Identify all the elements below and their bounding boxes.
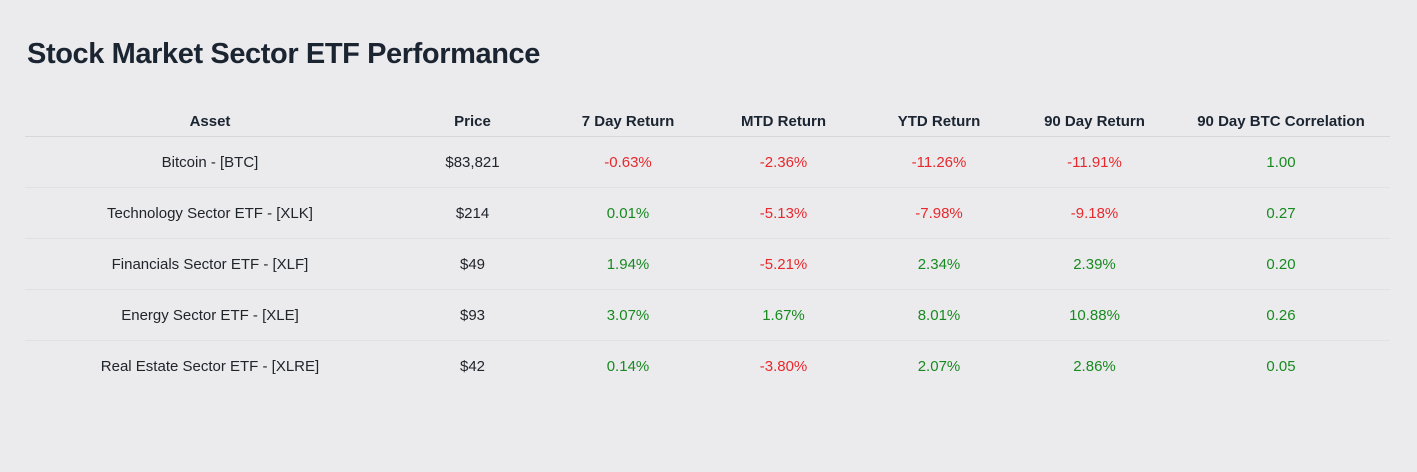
cell-90-day-btc-correlation: 0.26 <box>1172 289 1390 341</box>
cell-price: $83,821 <box>395 136 550 188</box>
table-body: Bitcoin - [BTC] $83,821 -0.63% -2.36% -11.26… <box>25 136 1390 392</box>
table-row: Real Estate Sector ETF - [XLRE] $42 0.14% -… <box>25 341 1390 392</box>
page-title: Stock Market Sector ETF Performance <box>27 38 541 70</box>
cell-mtd-return: -5.21% <box>706 238 861 290</box>
table-row: Energy Sector ETF - [XLE] $93 3.07% 1.67% 8.… <box>25 289 1390 341</box>
cell-ytd-return: -11.26% <box>861 136 1017 188</box>
column-header-asset: Asset <box>25 106 395 137</box>
column-header-90-day-btc-correlation: 90 Day BTC Correlation <box>1172 106 1390 137</box>
cell-90-day-return: -9.18% <box>1017 187 1172 239</box>
cell-90-day-return: 2.39% <box>1017 238 1172 290</box>
cell-asset: Technology Sector ETF - [XLK] <box>25 187 395 239</box>
cell-90-day-btc-correlation: 0.27 <box>1172 187 1390 239</box>
cell-7-day-return: 0.01% <box>550 187 706 239</box>
cell-7-day-return: 3.07% <box>550 289 706 341</box>
cell-ytd-return: 8.01% <box>861 289 1017 341</box>
cell-mtd-return: -3.80% <box>759 357 808 375</box>
cell-7-day-return: 0.14% <box>606 357 650 375</box>
cell-mtd-return: -5.13% <box>706 187 861 239</box>
column-header-price: Price <box>395 106 550 137</box>
cell-price: $214 <box>395 187 550 239</box>
cell-mtd-return: -2.36% <box>706 136 861 188</box>
table-header: Asset Price 7 Day Return MTD Return YTD … <box>25 106 1390 137</box>
cell-mtd-return: 1.67% <box>706 289 861 341</box>
column-header-90-day-return: 90 Day Return <box>1017 106 1172 137</box>
cell-90-day-return: 2.86% <box>1073 357 1116 375</box>
column-header-mtd-return: MTD Return <box>706 106 861 137</box>
table-row: Financials Sector ETF - [XLF] $49 1.94% -5.… <box>25 238 1390 290</box>
etf-performance-table: Asset Price 7 Day Return MTD Return YTD … <box>25 106 1390 391</box>
cell-price: $42 <box>459 357 486 375</box>
column-header-7-day-return: 7 Day Return <box>550 106 706 137</box>
cell-asset: Bitcoin - [BTC] <box>25 136 395 188</box>
table-row: Technology Sector ETF - [XLK] $214 0.01% -5… <box>25 187 1390 239</box>
cell-ytd-return: 2.07% <box>917 357 961 375</box>
cell-price: $93 <box>395 289 550 341</box>
cell-price: $49 <box>395 238 550 290</box>
cell-ytd-return: -7.98% <box>861 187 1017 239</box>
cell-90-day-return: 10.88% <box>1017 289 1172 341</box>
cell-asset: Financials Sector ETF - [XLF] <box>25 238 395 290</box>
cell-asset: Real Estate Sector ETF - [XLRE] <box>100 357 320 375</box>
cell-asset: Energy Sector ETF - [XLE] <box>25 289 395 341</box>
cell-90-day-btc-correlation: 1.00 <box>1172 136 1390 188</box>
cell-90-day-btc-correlation: 0.05 <box>1266 357 1296 375</box>
column-header-ytd-return: YTD Return <box>861 106 1017 137</box>
cell-7-day-return: 1.94% <box>550 238 706 290</box>
table-row: Bitcoin - [BTC] $83,821 -0.63% -2.36% -11.26… <box>25 136 1390 188</box>
cell-7-day-return: -0.63% <box>550 136 706 188</box>
cell-90-day-btc-correlation: 0.20 <box>1172 238 1390 290</box>
cell-90-day-return: -11.91% <box>1017 136 1172 188</box>
cell-ytd-return: 2.34% <box>861 238 1017 290</box>
header-row: Asset Price 7 Day Return MTD Return YTD … <box>25 106 1390 137</box>
